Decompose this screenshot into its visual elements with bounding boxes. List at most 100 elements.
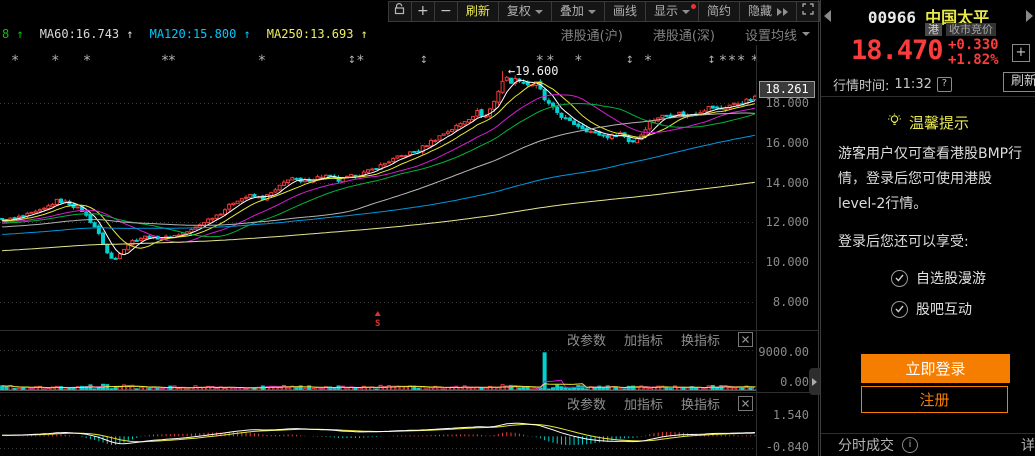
stock-header: 00966 中国太平: [821, 4, 1035, 28]
expand-icon: [802, 3, 814, 20]
divider: [821, 96, 1035, 97]
pane-tool-link[interactable]: 加指标: [623, 398, 663, 413]
toolbar-button-display[interactable]: 显示: [644, 1, 699, 22]
chart-toolbar: + − 刷新 复权 叠加 画线 显示 简约 隐藏: [0, 0, 820, 23]
svg-text:*: *: [547, 53, 554, 69]
panel-bottom-bar: 分时成交 i 详: [821, 433, 1035, 456]
tip-subtitle-text: 登录后您还可以享受:: [838, 234, 969, 250]
market-badge: 港: [925, 23, 942, 36]
svg-text:↕: ↕: [626, 55, 634, 66]
svg-text:↕: ↕: [420, 55, 428, 66]
zoom-out-button[interactable]: −: [433, 1, 458, 22]
quote-panel: 00966 中国太平 港 收市竞价 18.470 +0.330 +1.82% +…: [820, 0, 1035, 456]
svg-text:*: *: [738, 53, 745, 69]
quote-time-value: 11:32: [894, 77, 932, 92]
double-arrow-icon: [776, 7, 788, 16]
toolbar-button-overlay[interactable]: 叠加: [550, 1, 605, 22]
collapse-arrow-icon: [812, 377, 817, 386]
toolbar-button-drawline[interactable]: 画线: [603, 1, 646, 22]
pane-tool-link[interactable]: 改参数: [566, 398, 606, 413]
ma-value-label: MA120:15.800 ↑: [149, 27, 251, 41]
svg-text:*: *: [357, 53, 364, 69]
chevron-down-icon: [534, 9, 543, 14]
help-icon[interactable]: ?: [936, 77, 952, 92]
unlock-icon: [394, 3, 405, 20]
toolbar-button-label: 复权: [506, 4, 531, 18]
y-axis-label: 9000.00: [758, 345, 809, 359]
toolbar-button-label: 叠加: [559, 4, 584, 18]
y-axis-label: 18.000: [765, 96, 809, 110]
svg-text:*: *: [12, 53, 19, 69]
ma-indicator-bar: 8 ↑ MA60:16.743 ↑ MA120:15.800 ↑ MA250:13.…: [0, 23, 820, 45]
svg-text:*: *: [536, 53, 543, 69]
event-s-marker: S: [375, 319, 380, 329]
pane-tool-link[interactable]: 改参数: [566, 334, 606, 349]
svg-text:↕: ↕: [707, 55, 715, 66]
fullscreen-button[interactable]: [796, 1, 820, 22]
close-pane-icon[interactable]: [738, 396, 753, 411]
zoom-in-button[interactable]: +: [410, 1, 435, 22]
ma-values: 8 ↑ MA60:16.743 ↑ MA120:15.800 ↑ MA250:13.…: [0, 27, 368, 41]
hk-connect-link[interactable]: 港股通(沪): [560, 28, 623, 44]
svg-text:*: *: [52, 53, 59, 69]
toolbar-button-label: 画线: [612, 4, 637, 18]
pane-tool-link[interactable]: 换指标: [680, 334, 720, 349]
tip-body-text: 游客用户仅可查看港股BMP行情，登录后您可使用港股level-2行情。: [838, 146, 1023, 212]
notification-dot: [690, 4, 696, 9]
tab-tick-trades[interactable]: 分时成交: [838, 438, 894, 454]
info-icon[interactable]: i: [902, 437, 918, 453]
y-axis-label: 16.000: [765, 135, 809, 150]
ma-fragment: 8 ↑: [2, 27, 24, 41]
chevron-down-icon: [681, 9, 690, 14]
y-axis-label: 14.000: [765, 175, 809, 190]
toolbar-button-hide[interactable]: 隐藏: [738, 1, 797, 22]
svg-text:↕: ↕: [348, 55, 356, 66]
prev-stock-arrow-icon[interactable]: [824, 10, 831, 22]
badges-row: 港 收市竞价: [821, 23, 996, 36]
quote-refresh-button[interactable]: 刷新: [1003, 72, 1035, 92]
stock-name: 中国太平: [925, 8, 990, 27]
toolbar-button-label: 刷新: [465, 4, 490, 18]
price-axis: 18.261 18.000 16.000 14.000 12.000 10.000 8.0…: [758, 0, 819, 456]
check-circle-icon: [891, 269, 908, 287]
toolbar-button-refresh[interactable]: 刷新: [456, 1, 499, 22]
pane-separator: [0, 392, 818, 393]
svg-text:*: *: [644, 53, 651, 69]
event-markers-layer: ***************↕↕↕↕: [12, 53, 757, 69]
perk-item: 股吧互动: [891, 299, 972, 319]
quote-time-row: 行情时间: 11:32 ?: [833, 75, 952, 94]
pane-tool-link[interactable]: 换指标: [680, 398, 720, 413]
session-status-badge: 收市竞价: [946, 23, 996, 36]
ma-settings-button[interactable]: 设置均线: [745, 25, 810, 44]
pane-tool-link[interactable]: 加指标: [623, 334, 663, 349]
svg-text:*: *: [258, 53, 265, 69]
change-value: +0.330: [948, 37, 999, 53]
chevron-down-icon: [587, 9, 596, 14]
hk-connect-links: 港股通(沪) 港股通(深) 设置均线: [561, 25, 820, 44]
ma-settings-label: 设置均线: [744, 28, 797, 44]
hk-connect-link[interactable]: 港股通(深): [652, 28, 715, 44]
macd-dea-line: [2, 423, 755, 443]
next-stock-arrow-icon[interactable]: [1026, 10, 1033, 22]
ma-lines-layer: [2, 79, 756, 256]
perk-label: 自选股漫游: [916, 271, 986, 287]
y-axis-label: 8.000: [772, 295, 809, 309]
close-pane-icon[interactable]: [738, 332, 753, 347]
toolbar-button-label: 隐藏: [747, 4, 772, 18]
detail-link[interactable]: 详: [1021, 438, 1035, 454]
change-percent: +1.82%: [948, 52, 999, 68]
toolbar-button-simple[interactable]: 简约: [697, 1, 740, 22]
toolbar-button-adjust[interactable]: 复权: [497, 1, 552, 22]
lightbulb-icon: [887, 113, 902, 133]
panel-collapse-handle[interactable]: [809, 368, 820, 395]
quote-time-label: 行情时间:: [833, 79, 890, 94]
register-button[interactable]: 注册: [861, 386, 1008, 413]
current-price-tag: 18.261: [759, 81, 815, 98]
lock-button[interactable]: [387, 1, 412, 22]
add-to-watchlist-button[interactable]: +: [1012, 44, 1030, 62]
login-button[interactable]: 立即登录: [861, 354, 1010, 383]
price-change: +0.330 +1.82%: [948, 38, 999, 68]
y-axis-label: 12.000: [765, 215, 809, 230]
volume-pane-toolbar: 改参数 加指标 换指标: [0, 331, 757, 349]
